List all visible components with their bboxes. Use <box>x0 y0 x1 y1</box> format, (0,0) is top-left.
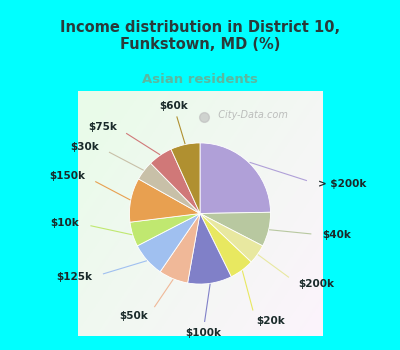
Wedge shape <box>188 214 231 284</box>
Text: Income distribution in District 10,
Funkstown, MD (%): Income distribution in District 10, Funk… <box>60 20 340 52</box>
Text: $100k: $100k <box>185 328 221 338</box>
Text: $50k: $50k <box>119 312 148 321</box>
Text: City-Data.com: City-Data.com <box>212 111 288 120</box>
Text: $60k: $60k <box>159 101 188 111</box>
Wedge shape <box>150 149 200 214</box>
Text: $40k: $40k <box>322 230 351 240</box>
Text: Asian residents: Asian residents <box>142 73 258 86</box>
Wedge shape <box>138 163 200 214</box>
Wedge shape <box>171 143 200 214</box>
Wedge shape <box>130 179 200 222</box>
Text: $30k: $30k <box>70 142 99 152</box>
Wedge shape <box>160 214 200 283</box>
Wedge shape <box>200 143 270 214</box>
Text: $125k: $125k <box>56 272 92 282</box>
Text: $20k: $20k <box>256 316 285 326</box>
Text: $200k: $200k <box>298 279 334 289</box>
Wedge shape <box>200 212 270 246</box>
Wedge shape <box>130 214 200 246</box>
Wedge shape <box>137 214 200 272</box>
Wedge shape <box>200 214 251 277</box>
Text: $75k: $75k <box>88 122 117 132</box>
Text: $10k: $10k <box>51 218 80 228</box>
Text: > $200k: > $200k <box>318 179 366 189</box>
Wedge shape <box>200 214 263 262</box>
Text: $150k: $150k <box>49 171 85 181</box>
